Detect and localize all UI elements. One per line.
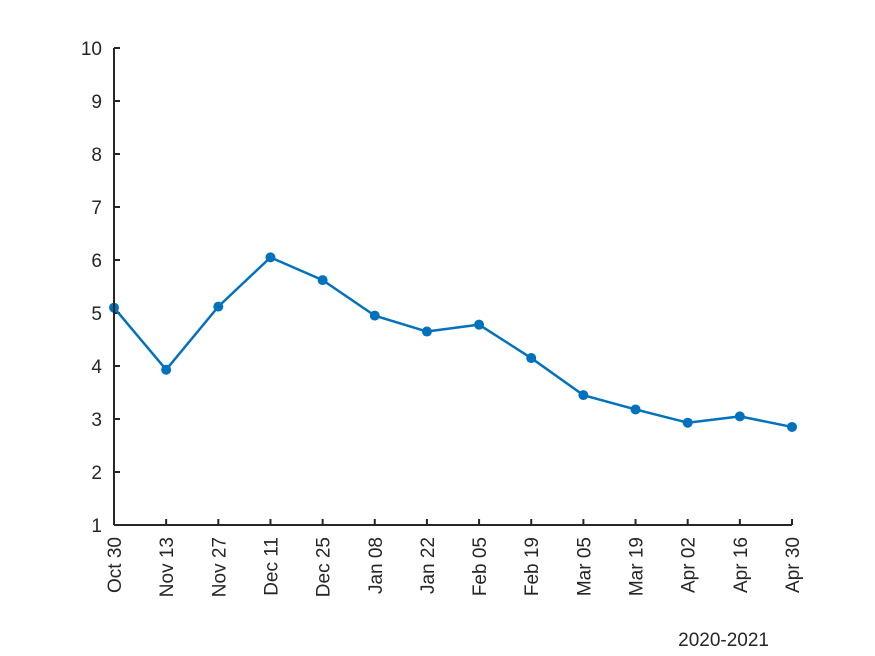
data-point <box>421 326 432 337</box>
data-point <box>369 310 380 321</box>
data-point <box>787 421 797 432</box>
data-point <box>630 404 641 415</box>
y-axis-ticks: 1 2 3 4 5 6 7 8 9 10 <box>81 39 120 537</box>
x-axis-ticks: Oct 30 Nov 13 Nov 27 Dec 11 Dec 25 Jan 08 Jan … <box>105 519 804 597</box>
y-tick-label: 6 <box>91 251 102 272</box>
y-tick-label: 4 <box>91 357 102 378</box>
y-tick-label: 9 <box>91 92 102 113</box>
x-tick-label: Nov 27 <box>209 537 230 597</box>
data-point <box>265 252 276 263</box>
x-tick-label: Apr 02 <box>679 537 700 593</box>
x-tick-label: Apr 16 <box>731 537 752 593</box>
data-series <box>109 252 797 432</box>
y-tick-label: 10 <box>81 39 102 60</box>
data-point <box>578 390 589 401</box>
y-tick-label: 2 <box>91 463 102 484</box>
x-tick-label: Dec 25 <box>314 537 335 597</box>
y-tick-label: 1 <box>91 516 102 537</box>
data-point <box>682 417 693 428</box>
y-tick-label: 7 <box>91 198 102 219</box>
y-tick-label: 3 <box>91 410 102 431</box>
x-tick-label: Feb 05 <box>470 537 491 596</box>
series-line <box>113 256 793 429</box>
x-tick-label: Feb 19 <box>522 537 543 596</box>
data-point <box>161 364 172 375</box>
x-tick-label: Dec 11 <box>261 537 282 596</box>
x-tick-label: Mar 05 <box>574 537 595 596</box>
data-point <box>474 319 485 330</box>
x-tick-label: Jan 08 <box>366 537 387 594</box>
x-tick-label: Nov 13 <box>157 537 178 597</box>
y-tick-label: 5 <box>91 304 102 325</box>
data-point <box>734 411 745 422</box>
data-point <box>317 275 328 286</box>
x-tick-label: Mar 19 <box>627 537 648 596</box>
y-tick-label: 8 <box>91 145 102 166</box>
x-axis-date-range: 2020-2021 <box>678 630 769 651</box>
x-tick-label: Apr 30 <box>783 537 804 593</box>
data-point <box>526 353 537 364</box>
x-tick-label: Oct 30 <box>105 537 126 593</box>
x-tick-label: Jan 22 <box>418 537 439 594</box>
data-point <box>213 301 224 312</box>
